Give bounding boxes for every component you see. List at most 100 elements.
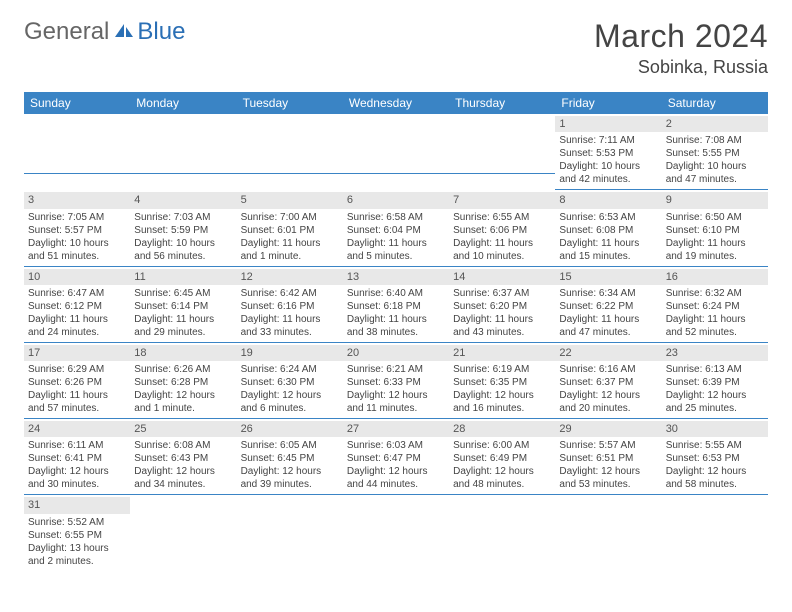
calendar-day-cell: 6 Sunrise: 6:58 AMSunset: 6:04 PMDaylight… (343, 190, 449, 266)
sunset-line: Sunset: 6:51 PM (559, 452, 657, 465)
daylight-line: Daylight: 12 hours and 34 minutes. (134, 465, 232, 491)
daylight-line: Daylight: 12 hours and 48 minutes. (453, 465, 551, 491)
calendar-day-cell: 14 Sunrise: 6:37 AMSunset: 6:20 PMDayligh… (449, 267, 555, 343)
day-number: 20 (343, 345, 449, 361)
calendar-table: SundayMondayTuesdayWednesdayThursdayFrid… (24, 92, 768, 571)
calendar-day-cell: 11Sunrise: 6:45 AMSunset: 6:14 PMDayligh… (130, 267, 236, 343)
sunset-line: Sunset: 6:39 PM (666, 376, 764, 389)
daylight-line: Daylight: 12 hours and 1 minute. (134, 389, 232, 415)
calendar-week-row: 17Sunrise: 6:29 AMSunset: 6:26 PMDayligh… (24, 343, 768, 419)
logo-text-2: Blue (137, 18, 185, 46)
logo-text-1: General (24, 18, 109, 46)
calendar-day-cell: 12Sunrise: 6:42 AMSunset: 6:16 PMDayligh… (237, 267, 343, 343)
daylight-line: Daylight: 10 hours and 42 minutes. (559, 160, 657, 186)
daylight-line: Daylight: 11 hours and 24 minutes. (28, 313, 126, 339)
daylight-line: Daylight: 11 hours and 43 minutes. (453, 313, 551, 339)
daylight-line: Daylight: 12 hours and 58 minutes. (666, 465, 764, 491)
day-number: 2 (662, 116, 768, 132)
calendar-empty-cell (130, 114, 236, 190)
calendar-day-cell: 20Sunrise: 6:21 AMSunset: 6:33 PMDayligh… (343, 343, 449, 419)
sunset-line: Sunset: 6:12 PM (28, 300, 126, 313)
calendar-day-cell: 10Sunrise: 6:47 AMSunset: 6:12 PMDayligh… (24, 267, 130, 343)
weekday-header: Sunday (24, 92, 130, 114)
sunrise-line: Sunrise: 7:08 AM (666, 134, 764, 147)
day-number: 19 (237, 345, 343, 361)
calendar-day-cell: 15Sunrise: 6:34 AMSunset: 6:22 PMDayligh… (555, 267, 661, 343)
calendar-day-cell: 18Sunrise: 6:26 AMSunset: 6:28 PMDayligh… (130, 343, 236, 419)
calendar-empty-cell (662, 495, 768, 570)
weekday-header: Monday (130, 92, 236, 114)
day-number: 17 (24, 345, 130, 361)
weekday-header: Friday (555, 92, 661, 114)
sunrise-line: Sunrise: 7:05 AM (28, 211, 126, 224)
calendar-day-cell: 13Sunrise: 6:40 AMSunset: 6:18 PMDayligh… (343, 267, 449, 343)
day-number: 30 (662, 421, 768, 437)
sunset-line: Sunset: 5:59 PM (134, 224, 232, 237)
day-number: 26 (237, 421, 343, 437)
month-title: March 2024 (594, 18, 768, 55)
sunrise-line: Sunrise: 6:29 AM (28, 363, 126, 376)
sunrise-line: Sunrise: 5:52 AM (28, 516, 126, 529)
calendar-empty-cell (24, 114, 130, 190)
day-number: 7 (449, 192, 555, 208)
sunrise-line: Sunrise: 6:32 AM (666, 287, 764, 300)
sunrise-line: Sunrise: 6:58 AM (347, 211, 445, 224)
sunset-line: Sunset: 6:16 PM (241, 300, 339, 313)
day-number: 31 (24, 497, 130, 513)
daylight-line: Daylight: 12 hours and 25 minutes. (666, 389, 764, 415)
daylight-line: Daylight: 11 hours and 5 minutes. (347, 237, 445, 263)
day-number: 29 (555, 421, 661, 437)
sunset-line: Sunset: 6:24 PM (666, 300, 764, 313)
sunset-line: Sunset: 6:26 PM (28, 376, 126, 389)
day-number: 3 (24, 192, 130, 208)
calendar-day-cell: 4Sunrise: 7:03 AMSunset: 5:59 PMDaylight… (130, 190, 236, 266)
day-number: 14 (449, 269, 555, 285)
day-number: 22 (555, 345, 661, 361)
daylight-line: Daylight: 10 hours and 47 minutes. (666, 160, 764, 186)
sunset-line: Sunset: 6:10 PM (666, 224, 764, 237)
sunrise-line: Sunrise: 7:00 AM (241, 211, 339, 224)
sunrise-line: Sunrise: 5:57 AM (559, 439, 657, 452)
sunrise-line: Sunrise: 6:37 AM (453, 287, 551, 300)
sunset-line: Sunset: 6:55 PM (28, 529, 126, 542)
day-number: 13 (343, 269, 449, 285)
sunrise-line: Sunrise: 6:45 AM (134, 287, 232, 300)
weekday-header: Saturday (662, 92, 768, 114)
sunset-line: Sunset: 5:53 PM (559, 147, 657, 160)
calendar-week-row: 31 Sunrise: 5:52 AMSunset: 6:55 PMDayligh… (24, 495, 768, 570)
calendar-week-row: 1Sunrise: 7:11 AMSunset: 5:53 PMDaylight… (24, 114, 768, 190)
day-number: 27 (343, 421, 449, 437)
calendar-empty-cell (449, 114, 555, 190)
sunrise-line: Sunrise: 6:55 AM (453, 211, 551, 224)
day-number: 11 (130, 269, 236, 285)
day-number: 6 (343, 192, 449, 208)
calendar-day-cell: 21Sunrise: 6:19 AMSunset: 6:35 PMDayligh… (449, 343, 555, 419)
location-title: Sobinka, Russia (594, 57, 768, 78)
sunset-line: Sunset: 6:45 PM (241, 452, 339, 465)
sunset-line: Sunset: 6:20 PM (453, 300, 551, 313)
calendar-day-cell: 1Sunrise: 7:11 AMSunset: 5:53 PMDaylight… (555, 114, 661, 190)
sunrise-line: Sunrise: 6:53 AM (559, 211, 657, 224)
daylight-line: Daylight: 12 hours and 44 minutes. (347, 465, 445, 491)
calendar-header-row: SundayMondayTuesdayWednesdayThursdayFrid… (24, 92, 768, 114)
day-number: 4 (130, 192, 236, 208)
daylight-line: Daylight: 13 hours and 2 minutes. (28, 542, 126, 568)
daylight-line: Daylight: 11 hours and 33 minutes. (241, 313, 339, 339)
sunrise-line: Sunrise: 6:11 AM (28, 439, 126, 452)
sunset-line: Sunset: 6:33 PM (347, 376, 445, 389)
calendar-day-cell: 30Sunrise: 5:55 AMSunset: 6:53 PMDayligh… (662, 419, 768, 495)
calendar-day-cell: 25Sunrise: 6:08 AMSunset: 6:43 PMDayligh… (130, 419, 236, 495)
sunset-line: Sunset: 6:04 PM (347, 224, 445, 237)
sunrise-line: Sunrise: 6:21 AM (347, 363, 445, 376)
sunset-line: Sunset: 5:55 PM (666, 147, 764, 160)
calendar-day-cell: 24Sunrise: 6:11 AMSunset: 6:41 PMDayligh… (24, 419, 130, 495)
day-number: 23 (662, 345, 768, 361)
day-number: 24 (24, 421, 130, 437)
daylight-line: Daylight: 11 hours and 57 minutes. (28, 389, 126, 415)
weekday-header: Thursday (449, 92, 555, 114)
daylight-line: Daylight: 11 hours and 38 minutes. (347, 313, 445, 339)
sunrise-line: Sunrise: 6:34 AM (559, 287, 657, 300)
calendar-day-cell: 3Sunrise: 7:05 AMSunset: 5:57 PMDaylight… (24, 190, 130, 266)
calendar-week-row: 3Sunrise: 7:05 AMSunset: 5:57 PMDaylight… (24, 190, 768, 266)
day-number: 21 (449, 345, 555, 361)
